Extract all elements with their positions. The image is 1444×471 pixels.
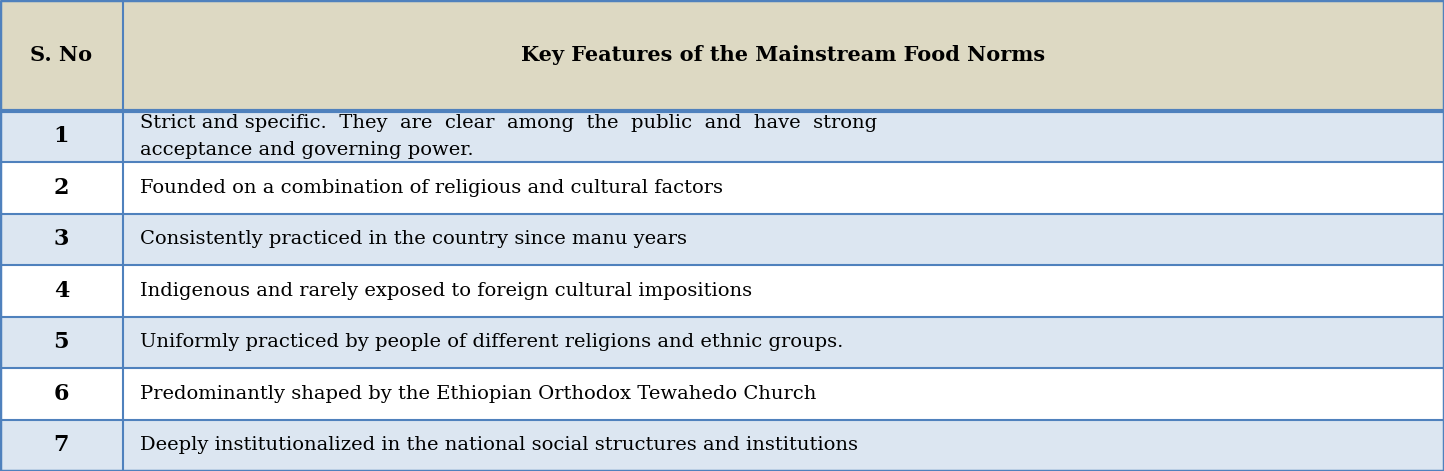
Bar [123,0,1444,111]
Bar [0,0,123,111]
Text: 1: 1 [53,125,69,147]
Text: 6: 6 [53,383,69,405]
Text: Predominantly shaped by the Ethiopian Orthodox Tewahedo Church: Predominantly shaped by the Ethiopian Or… [140,385,816,403]
Bar [0,265,123,317]
Text: Strict and specific.  They  are  clear  among  the  public  and  have  strong
ac: Strict and specific. They are clear amon… [140,114,877,159]
Bar [123,111,1444,162]
Text: Founded on a combination of religious and cultural factors: Founded on a combination of religious an… [140,179,723,197]
Bar [0,317,123,368]
Bar [123,317,1444,368]
Text: 7: 7 [53,434,69,456]
Bar [0,420,123,471]
Bar [0,368,123,420]
Text: Deeply institutionalized in the national social structures and institutions: Deeply institutionalized in the national… [140,436,858,454]
Bar [0,111,123,162]
Bar [123,265,1444,317]
Bar [123,368,1444,420]
Bar [123,214,1444,265]
Bar [123,162,1444,214]
Bar [123,420,1444,471]
Bar [0,214,123,265]
Text: Indigenous and rarely exposed to foreign cultural impositions: Indigenous and rarely exposed to foreign… [140,282,752,300]
Text: 3: 3 [53,228,69,251]
Text: Uniformly practiced by people of different religions and ethnic groups.: Uniformly practiced by people of differe… [140,333,843,351]
Text: 4: 4 [53,280,69,302]
Text: 5: 5 [53,331,69,353]
Text: 2: 2 [53,177,69,199]
Text: Key Features of the Mainstream Food Norms: Key Features of the Mainstream Food Norm… [521,45,1045,65]
Text: Consistently practiced in the country since manu years: Consistently practiced in the country si… [140,230,687,248]
Text: S. No: S. No [30,45,92,65]
Bar [0,162,123,214]
